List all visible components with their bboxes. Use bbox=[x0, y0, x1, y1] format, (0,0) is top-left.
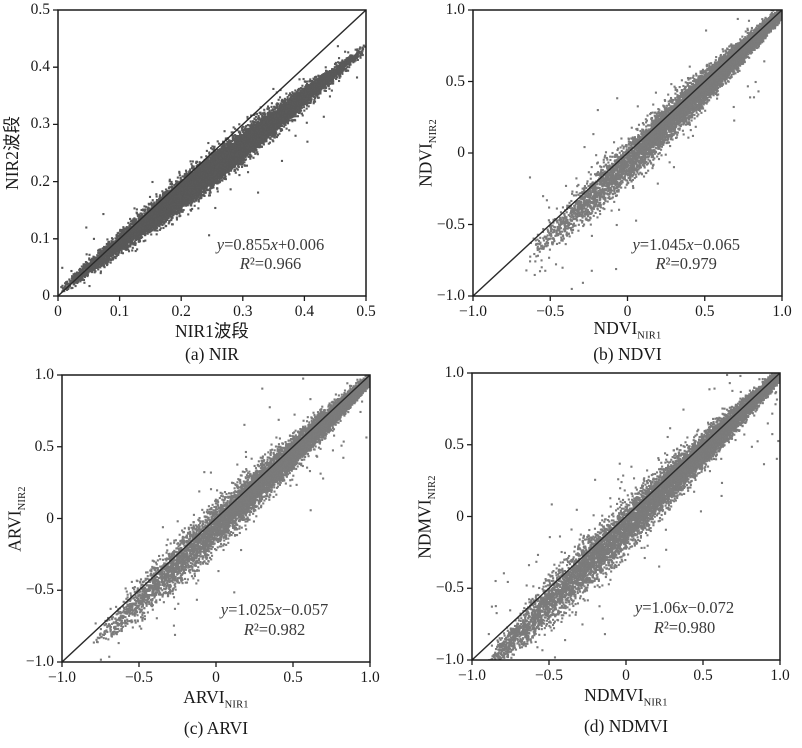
x-tick-label: 0.1 bbox=[109, 303, 130, 320]
y-tick-label: 0.1 bbox=[30, 229, 50, 247]
y-tick-label: 0 bbox=[457, 144, 465, 161]
x-tick-label: 0 bbox=[54, 303, 62, 320]
regression-annotation: y=1.045x−0.065 R²=0.979 bbox=[597, 235, 776, 274]
x-axis-label: NDMVINIR1 bbox=[584, 685, 668, 709]
panel-ndvi: NDVINIR2 NDVINIR1 y=1.045x−0.065 R²=0.97… bbox=[415, 0, 792, 364]
y-tick-label: 1.0 bbox=[34, 366, 54, 383]
y-tick-label: 1.0 bbox=[445, 1, 465, 18]
panel-caption: (d) NDMVI bbox=[583, 716, 669, 736]
x-tick-label: 0.3 bbox=[233, 303, 253, 320]
panel-arvi: ARVINIR2 ARVINIR1 y=1.025x−0.057 R²=0.98… bbox=[4, 365, 380, 738]
y-tick-label: 0.3 bbox=[30, 115, 50, 133]
x-tick-label: 1.0 bbox=[360, 669, 380, 686]
x-tick-label: 0 bbox=[212, 669, 220, 686]
y-tick-label: −0.5 bbox=[25, 581, 54, 599]
y-tick-label: 0.5 bbox=[30, 1, 50, 18]
scatter-plot-canvas bbox=[48, 0, 376, 306]
x-tick-label: 1.0 bbox=[772, 303, 792, 320]
x-tick-label: −1.0 bbox=[457, 667, 487, 684]
x-tick-label: 0.2 bbox=[171, 303, 191, 320]
scatter-plot-canvas bbox=[463, 0, 792, 306]
x-tick-label: 0.5 bbox=[695, 303, 715, 320]
x-tick-label: 0.5 bbox=[283, 669, 303, 686]
y-tick-label: −0.5 bbox=[435, 579, 464, 597]
x-tick-label: 0 bbox=[622, 667, 630, 684]
r-squared-value: R²=0.980 bbox=[653, 617, 716, 637]
panel-caption: (b) NDVI bbox=[593, 344, 662, 364]
x-tick-label: 1.0 bbox=[770, 667, 790, 684]
x-axis-label: ARVINIR1 bbox=[183, 687, 249, 711]
regression-equation: y=1.025x−0.057 bbox=[220, 600, 329, 620]
regression-annotation: y=1.06x−0.072 R²=0.980 bbox=[595, 598, 774, 637]
x-tick-label: 0 bbox=[623, 303, 632, 320]
r-squared-value: R²=0.982 bbox=[243, 619, 306, 639]
regression-equation: y=0.855x+0.006 bbox=[216, 234, 325, 254]
x-axis-label: NDVINIR1 bbox=[593, 318, 662, 342]
regression-annotation: y=0.855x+0.006 R²=0.966 bbox=[181, 235, 360, 274]
scatter-plot-canvas bbox=[52, 365, 380, 672]
y-tick-label: −1.0 bbox=[25, 653, 54, 670]
x-tick-label: 0.4 bbox=[294, 303, 315, 320]
x-tick-label: −0.5 bbox=[124, 669, 154, 686]
x-tick-label: −1.0 bbox=[47, 669, 77, 686]
regression-equation: y=1.045x−0.065 bbox=[632, 234, 740, 254]
panel-ndmvi: NDMVINIR2 NDMVINIR1 y=1.06x−0.072 R²=0.9… bbox=[414, 363, 790, 736]
y-tick-label: 0 bbox=[46, 509, 54, 527]
x-tick-label: 0.5 bbox=[693, 667, 713, 684]
y-tick-label: 0 bbox=[42, 287, 50, 304]
regression-annotation: y=1.025x−0.057 R²=0.982 bbox=[185, 600, 364, 639]
y-tick-label: 1.0 bbox=[444, 364, 464, 381]
x-tick-label: 0.5 bbox=[356, 303, 376, 320]
y-tick-label: 0 bbox=[456, 507, 464, 525]
y-tick-label: −1.0 bbox=[436, 287, 465, 304]
y-tick-label: 0.5 bbox=[444, 435, 464, 453]
panel-caption: (c) ARVI bbox=[183, 718, 249, 738]
x-tick-label: −0.5 bbox=[536, 303, 565, 320]
y-tick-label: 0.4 bbox=[30, 58, 50, 76]
y-tick-label: 0.2 bbox=[30, 172, 50, 190]
panel-nir: NIR2波段 NIR1波段 y=0.855x+0.006 R²=0.966 (a… bbox=[2, 0, 376, 364]
y-tick-label: −1.0 bbox=[435, 651, 464, 668]
y-tick-label: 0.5 bbox=[445, 72, 465, 90]
y-tick-label: 0.5 bbox=[34, 437, 54, 455]
r-squared-value: R²=0.979 bbox=[655, 253, 717, 273]
x-tick-label: −1.0 bbox=[458, 303, 488, 320]
scatter-plot-canvas bbox=[462, 363, 790, 670]
panel-caption: (a) NIR bbox=[185, 344, 239, 364]
y-tick-label: −0.5 bbox=[436, 215, 465, 233]
x-axis-label: NIR1波段 bbox=[175, 321, 249, 341]
regression-equation: y=1.06x−0.072 bbox=[634, 598, 735, 618]
x-tick-label: −0.5 bbox=[534, 667, 564, 684]
r-squared-value: R²=0.966 bbox=[239, 253, 302, 273]
